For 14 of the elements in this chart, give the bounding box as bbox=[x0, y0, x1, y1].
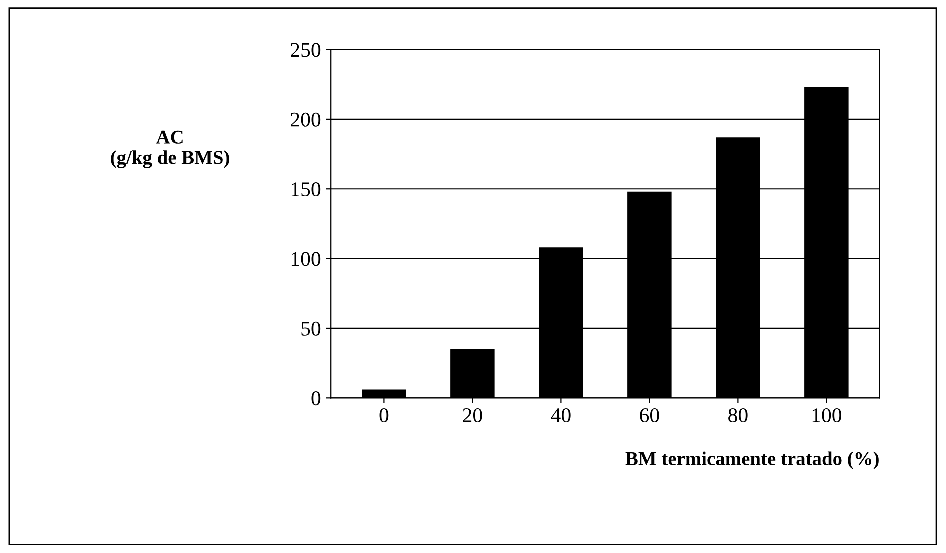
x-tick-label: 40 bbox=[551, 408, 571, 423]
y-axis-title: AC (g/kg de BMS) bbox=[111, 130, 230, 168]
y-tick-label: 50 bbox=[302, 322, 321, 336]
x-axis-title: BM termicamente tratado (%) bbox=[626, 452, 879, 470]
x-tick-label: 0 bbox=[380, 408, 389, 423]
x-tick-label: 100 bbox=[812, 408, 842, 423]
y-tick-label: 0 bbox=[312, 392, 321, 406]
y-tick-label: 200 bbox=[291, 112, 321, 127]
y-tick-label: 100 bbox=[292, 252, 321, 266]
x-tick-label: 60 bbox=[640, 408, 660, 423]
y-tick-label: 150 bbox=[292, 182, 321, 197]
x-tick-label: 20 bbox=[463, 408, 482, 423]
x-tick-label: 80 bbox=[728, 408, 748, 423]
y-tick-label: 250 bbox=[291, 43, 321, 58]
